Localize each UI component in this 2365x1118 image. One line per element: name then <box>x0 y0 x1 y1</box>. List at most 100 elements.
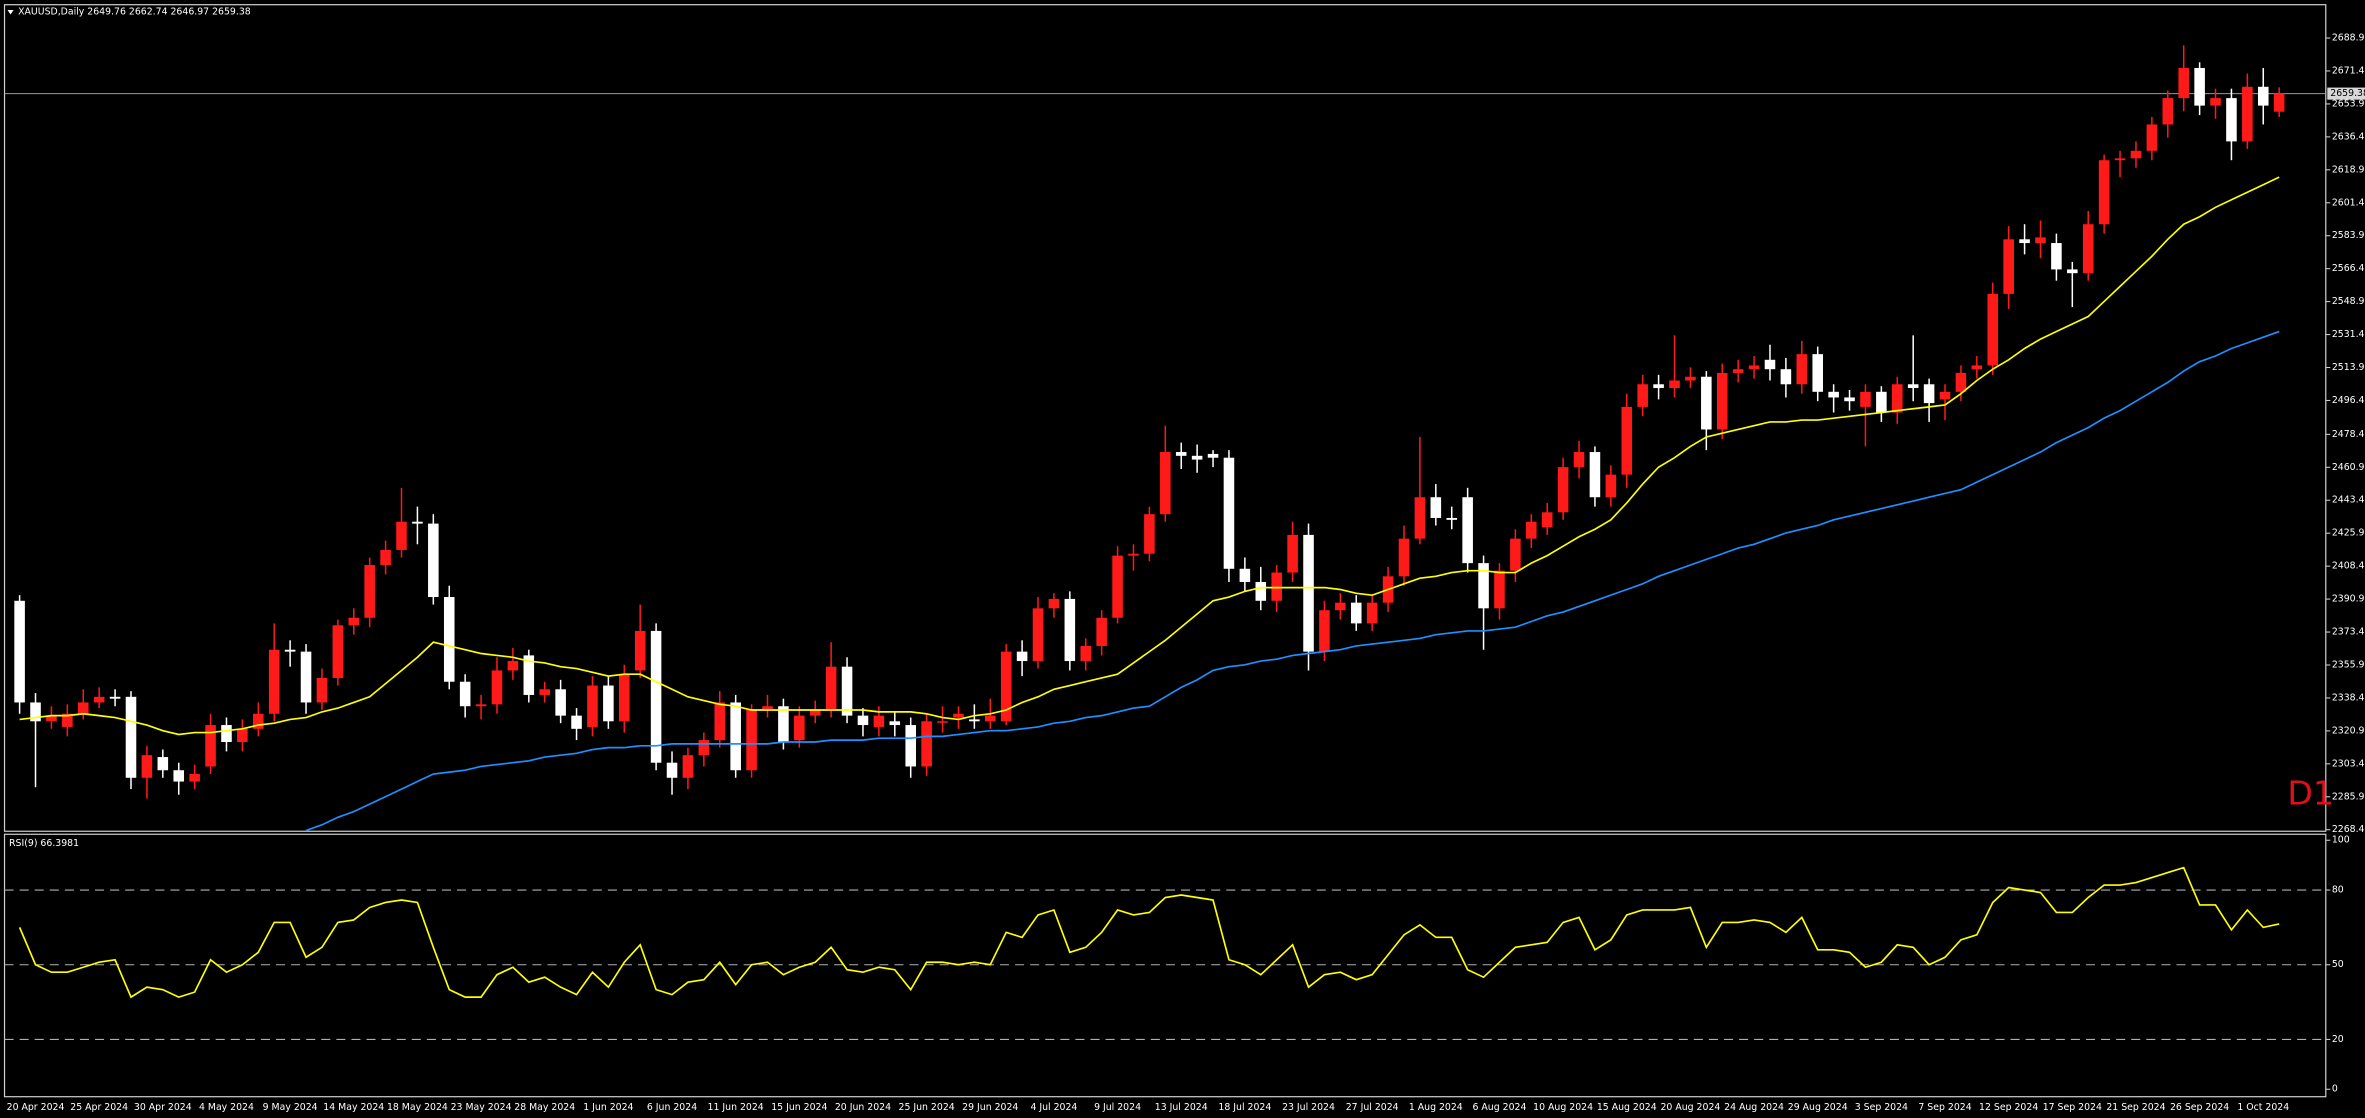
candle-body <box>1748 365 1760 370</box>
candle-body <box>650 630 662 763</box>
candle-body <box>1828 391 1839 398</box>
x-tick-label: 9 Jul 2024 <box>1094 1102 1141 1113</box>
candle-body <box>268 649 280 714</box>
candle-body <box>491 670 503 705</box>
candle-body <box>157 757 169 771</box>
y-tick-label: 2320.90 <box>2332 725 2365 736</box>
candle-body <box>332 625 344 678</box>
candle-body <box>2035 237 2046 244</box>
y-tick-label: 2373.40 <box>2332 627 2365 638</box>
candle-body <box>1478 563 1489 609</box>
candle-body <box>1796 354 1808 385</box>
candle-body <box>2114 158 2126 161</box>
candle-body <box>1732 369 1744 373</box>
candle-body <box>2178 67 2189 99</box>
candle-body <box>1255 581 1267 601</box>
candle-body <box>698 740 710 756</box>
y-tick-label: 2548.90 <box>2332 296 2365 307</box>
candle-body <box>969 719 980 722</box>
menu-arrow[interactable] <box>7 9 14 15</box>
candle-body <box>459 681 471 707</box>
candle-body <box>1462 497 1473 564</box>
y-tick-label: 2653.90 <box>2332 98 2365 109</box>
candle-body <box>1398 538 1410 577</box>
x-tick-label: 4 Jul 2024 <box>1030 1102 1077 1113</box>
candle-body <box>189 774 200 782</box>
y-tick-label: 2355.90 <box>2332 659 2365 670</box>
candle-body <box>1716 372 1728 430</box>
candle-body <box>1000 651 1012 722</box>
y-tick-label: 20 <box>2332 1034 2344 1045</box>
candle-body <box>1414 497 1426 539</box>
candle-body <box>1303 534 1314 652</box>
candle-body <box>682 755 694 778</box>
candle-body <box>1319 610 1330 652</box>
x-tick-label: 26 Sep 2024 <box>2170 1102 2229 1113</box>
candle-body <box>1653 384 1664 389</box>
indicator-title: RSI(9) 66.3981 <box>9 838 79 849</box>
candle-body <box>2098 160 2110 225</box>
x-tick-label: 1 Oct 2024 <box>2237 1102 2289 1113</box>
candle-body <box>1080 645 1092 662</box>
y-tick-label: 2636.40 <box>2332 131 2365 142</box>
candle-body <box>1430 497 1442 518</box>
x-tick-label: 30 Apr 2024 <box>134 1102 192 1113</box>
candle-body <box>1541 512 1553 528</box>
candle-body <box>825 666 837 710</box>
x-tick-label: 13 Jul 2024 <box>1155 1102 1208 1113</box>
candle-body <box>2146 124 2158 151</box>
candle-body <box>571 715 582 729</box>
candle-body <box>1223 457 1235 569</box>
candle-body <box>1764 359 1776 370</box>
candle-body <box>1048 598 1060 609</box>
y-tick-label: 2513.90 <box>2332 362 2365 373</box>
candle-body <box>1271 572 1282 601</box>
candle-body <box>2019 239 2030 244</box>
candle-body <box>1016 651 1028 662</box>
last-price-box <box>2327 87 2365 100</box>
x-tick-label: 6 Jun 2024 <box>647 1102 697 1113</box>
y-tick-label: 2285.90 <box>2332 791 2365 802</box>
candle-body <box>762 706 773 710</box>
candle-body <box>953 713 964 718</box>
candle-body <box>253 713 264 729</box>
candle-body <box>1844 397 1855 402</box>
candle-body <box>300 651 312 703</box>
candle-body <box>1860 391 1871 407</box>
candle-body <box>109 696 121 699</box>
candle-body <box>746 709 757 771</box>
candle-body <box>125 696 137 778</box>
candle-body <box>316 677 328 703</box>
y-tick-label: 2268.40 <box>2332 824 2365 835</box>
candle-body <box>1144 514 1155 554</box>
candle-body <box>428 523 439 598</box>
candle-body <box>173 770 185 782</box>
candle-body <box>1637 384 1648 407</box>
candle-body <box>1557 467 1569 513</box>
x-tick-label: 1 Jun 2024 <box>583 1102 633 1113</box>
candle-body <box>14 600 25 703</box>
candle-body <box>1589 452 1601 498</box>
candle-body <box>93 696 105 703</box>
x-tick-label: 7 Sep 2024 <box>1918 1102 1971 1113</box>
last-price-label: 2659.38 <box>2330 88 2365 99</box>
candle-body <box>666 762 678 778</box>
main-panel-frame <box>3 4 2327 832</box>
candle-body <box>1573 452 1585 468</box>
candle-body <box>1350 602 1362 624</box>
candle-body <box>237 728 248 743</box>
candle-body <box>1366 602 1378 624</box>
candle-body <box>555 689 566 716</box>
candle-body <box>141 755 153 778</box>
candle-body <box>1923 384 1935 404</box>
candle-body <box>937 721 948 723</box>
candle-body <box>62 713 73 727</box>
candle-body <box>841 666 853 716</box>
candle-body <box>1526 521 1537 539</box>
candle-body <box>2003 239 2014 294</box>
candle-body <box>1175 452 1187 456</box>
y-tick-label: 2688.90 <box>2332 33 2365 44</box>
y-tick-label: 2338.40 <box>2332 692 2365 703</box>
candle-body <box>1876 391 1887 413</box>
